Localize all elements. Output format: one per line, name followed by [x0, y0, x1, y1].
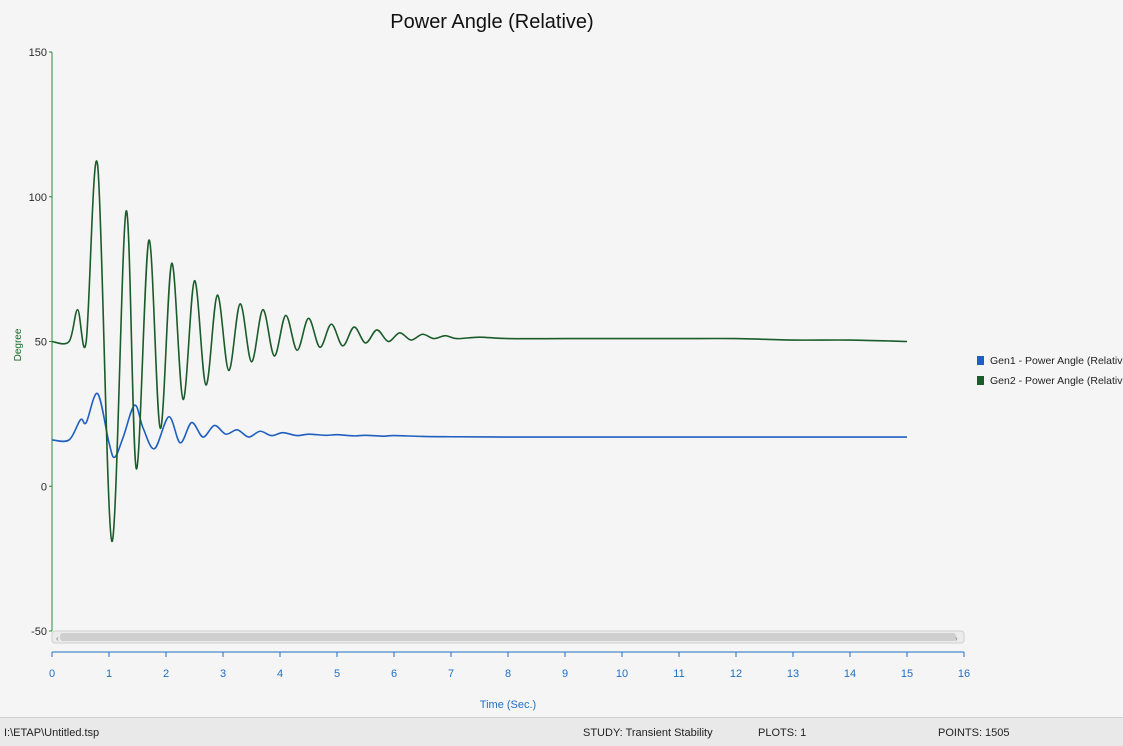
x-tick-label: 6: [391, 668, 397, 680]
x-tick-label: 3: [220, 668, 226, 680]
y-axis-label: Degree: [13, 328, 24, 361]
scrollbar-thumb[interactable]: [60, 633, 956, 641]
x-tick-label: 8: [505, 668, 511, 680]
y-tick-label: 100: [29, 192, 47, 204]
x-tick-label: 16: [958, 668, 970, 680]
status-study: STUDY: Transient Stability: [583, 727, 713, 739]
x-tick-label: 7: [448, 668, 454, 680]
legend-label: Gen2 - Power Angle (Relative): [990, 375, 1123, 387]
legend-label: Gen1 - Power Angle (Relative): [990, 355, 1123, 367]
x-tick-label: 2: [163, 668, 169, 680]
x-tick-label: 11: [673, 668, 684, 680]
x-tick-label: 0: [49, 668, 55, 680]
x-tick-label: 10: [616, 668, 628, 680]
legend-swatch: [977, 376, 984, 385]
chart-title: Power Angle (Relative): [390, 11, 593, 33]
y-tick-label: 0: [41, 481, 47, 493]
x-tick-label: 5: [334, 668, 340, 680]
status-points: POINTS: 1505: [938, 727, 1010, 739]
status-plots: PLOTS: 1: [758, 727, 807, 739]
x-tick-label: 12: [730, 668, 742, 680]
series-line-gen2: [51, 160, 908, 543]
x-tick-label: 9: [562, 668, 568, 680]
x-tick-label: 14: [844, 668, 856, 680]
y-tick-label: 50: [35, 337, 47, 349]
x-tick-label: 15: [901, 668, 913, 680]
horizontal-scrollbar[interactable]: ‹ ›: [51, 630, 965, 644]
status-file-path: I:\ETAP\Untitled.tsp: [4, 727, 100, 739]
series-layer: [51, 160, 908, 543]
legend: Gen1 - Power Angle (Relative) Gen2 - Powe…: [977, 355, 1123, 387]
x-tick-label: 13: [787, 668, 799, 680]
status-bar: I:\ETAP\Untitled.tsp STUDY: Transient St…: [0, 717, 1123, 746]
plot-window: Power Angle (Relative) 150 100 50 0 -50 0 1 2 3 4…: [13, 11, 1123, 711]
y-tick-label: 150: [29, 47, 47, 59]
y-tick-label: -50: [31, 626, 47, 638]
x-axis-label: Time (Sec.): [480, 699, 536, 711]
x-tick-label: 1: [106, 668, 112, 680]
scroll-right-arrow-icon[interactable]: ›: [955, 634, 958, 643]
series-line-gen1: [51, 392, 907, 459]
scroll-left-arrow-icon[interactable]: ‹: [56, 634, 59, 643]
x-tick-label: 4: [277, 668, 283, 680]
legend-swatch: [977, 356, 984, 365]
